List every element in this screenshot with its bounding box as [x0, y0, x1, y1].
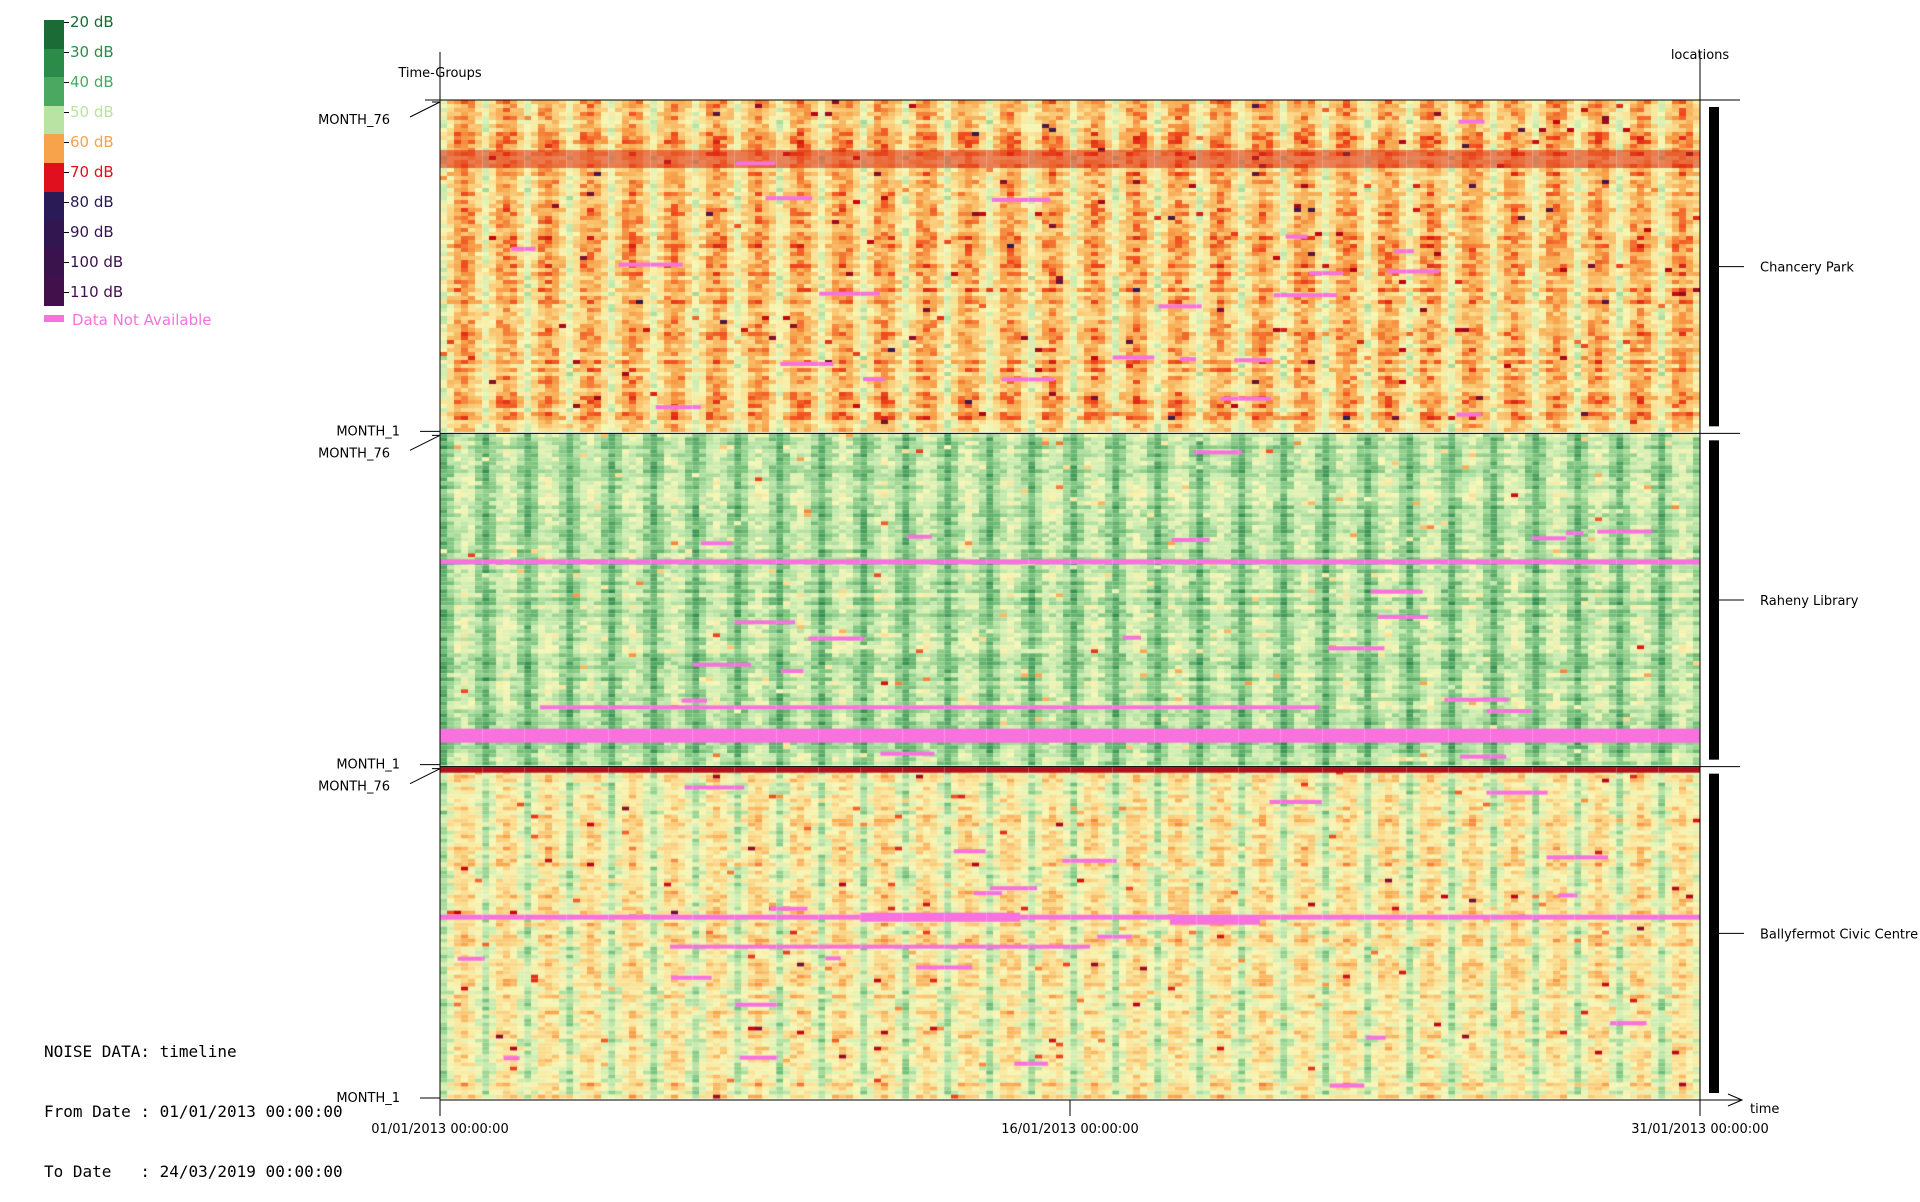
legend-na-label: Data Not Available [72, 311, 212, 329]
legend-label: 20 dB [70, 13, 114, 31]
y-right-axis-label: locations [1671, 48, 1730, 63]
y-tick-label-top: MONTH_76 [318, 446, 390, 461]
legend-color-segment [44, 134, 64, 164]
legend-tick [64, 112, 69, 113]
legend-color-segment [44, 163, 64, 193]
dataset-info: NOISE DATA: timeline From Date : 01/01/2… [44, 1002, 343, 1202]
legend-label: 70 dB [70, 163, 114, 181]
legend-tick [64, 52, 69, 53]
legend-label: 50 dB [70, 103, 114, 121]
y-tick-label-top: MONTH_76 [318, 113, 390, 128]
chart-axes: time Time-Groups locations 01/01/2013 00:00… [318, 48, 1918, 1137]
location-label: Ballyfermot Civic Centre [1760, 927, 1918, 942]
info-title: NOISE DATA: timeline [44, 1042, 237, 1061]
legend-tick [64, 172, 69, 173]
legend-tick [64, 202, 69, 203]
legend-color-segment [44, 48, 64, 78]
y-tick-top [409, 434, 441, 451]
y-axis-label: Time-Groups [397, 66, 482, 81]
x-axis-arrow [1727, 1093, 1744, 1107]
heatmap-image [440, 100, 1700, 1100]
legend-color-segment [44, 248, 64, 278]
x-axis-label: time [1750, 1102, 1779, 1117]
location-bracket [1709, 773, 1719, 1093]
legend-tick [64, 22, 69, 23]
y-tick-label-top: MONTH_76 [318, 780, 390, 795]
location-bracket [1709, 440, 1719, 760]
legend-label: 90 dB [70, 223, 114, 241]
x-tick-label: 31/01/2013 00:00:00 [1631, 1122, 1768, 1137]
y-tick-label-bottom: MONTH_1 [336, 758, 400, 773]
legend-color-segment [44, 191, 64, 221]
legend-color-bar [44, 20, 64, 307]
location-label: Raheny Library [1760, 594, 1859, 609]
legend-color-segment [44, 20, 64, 50]
legend-na-swatch [44, 315, 64, 322]
legend-label: 60 dB [70, 133, 114, 151]
y-tick-top [409, 768, 441, 785]
x-tick-label: 16/01/2013 00:00:00 [1001, 1122, 1138, 1137]
legend-tick [64, 232, 69, 233]
legend-label: 80 dB [70, 193, 114, 211]
legend-label: 40 dB [70, 73, 114, 91]
legend-tick [64, 292, 69, 293]
legend-label: 30 dB [70, 43, 114, 61]
legend-color-segment [44, 220, 64, 250]
y-tick-label-bottom: MONTH_1 [336, 424, 400, 439]
legend-tick [64, 262, 69, 263]
legend-color-segment [44, 277, 64, 307]
info-from-date: From Date : 01/01/2013 00:00:00 [44, 1102, 343, 1121]
y-tick-label-bottom: MONTH_1 [336, 1091, 400, 1106]
legend: 20 dB 30 dB 40 dB 50 dB 60 dB 70 dB 80 dB 90 dB… [44, 13, 244, 330]
legend-tick [64, 82, 69, 83]
legend-label: 110 dB [70, 283, 124, 301]
legend-color-segment [44, 105, 64, 135]
legend-color-segment [44, 77, 64, 107]
heatmap-cells [440, 100, 1700, 1100]
location-label: Chancery Park [1760, 261, 1854, 276]
x-tick-label: 01/01/2013 00:00:00 [371, 1122, 508, 1137]
info-to-date: To Date : 24/03/2019 00:00:00 [44, 1162, 343, 1181]
location-bracket [1709, 107, 1719, 427]
legend-tick [64, 142, 69, 143]
legend-label: 100 dB [70, 253, 124, 271]
y-tick-top [409, 101, 441, 118]
